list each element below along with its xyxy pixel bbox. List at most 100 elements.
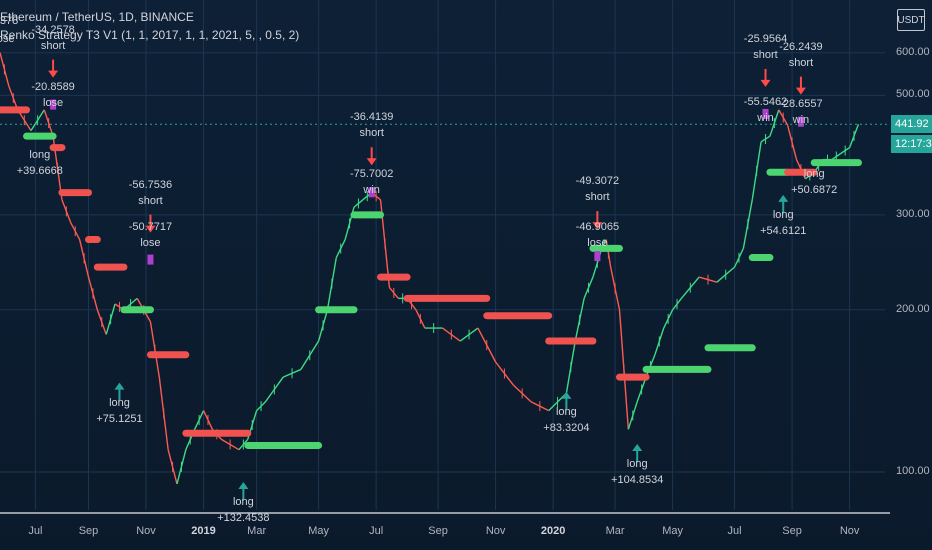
annotation-text: lose <box>43 97 64 110</box>
annotation-text: short <box>138 194 163 207</box>
trade-annotation: .1378 <box>0 13 18 29</box>
annotation-text: +75.1251 <box>96 412 143 425</box>
renko-series <box>0 106 862 449</box>
trade-annotation: long +39.6668 <box>17 147 63 179</box>
short-arrow-head <box>48 70 59 78</box>
annotation-text: -56.7536 <box>128 178 173 191</box>
strategy-title: Renko Strategy T3 V1 (1, 1, 2017, 1, 1, … <box>0 28 300 42</box>
short-arrow-head <box>145 225 156 233</box>
annotation-text: short <box>753 48 778 61</box>
trade-markers <box>48 59 806 500</box>
annotation-text: +54.6121 <box>760 224 807 237</box>
annotation-text: +50.6872 <box>791 184 838 197</box>
time-tick-label: Nov <box>485 525 506 537</box>
currency-badge[interactable]: USDT <box>897 9 925 31</box>
annotation-text: short <box>40 39 66 52</box>
trade-annotation: -49.3072 short <box>576 173 619 205</box>
annotation-text: -20.8589 <box>31 81 75 94</box>
trade-annotation: long +104.8534 <box>611 456 663 488</box>
trade-annotation: -20.8589 lose <box>31 79 74 111</box>
short-arrow-head <box>592 222 603 230</box>
short-arrow-head <box>795 87 806 95</box>
trade-annotation: long +54.6121 <box>760 207 806 239</box>
trade-annotation: -56.7536 short <box>129 177 172 209</box>
annotation-text: -34.2578 <box>31 23 75 36</box>
trade-annotation: -25.9564 short <box>744 31 787 63</box>
trade-annotation: long +83.3204 <box>543 404 589 436</box>
bar-countdown-label: 12:17:39 <box>891 135 932 154</box>
price-tick-label: 100.00 <box>896 464 930 477</box>
time-tick-label: Mar <box>247 525 267 537</box>
time-tick-label: May <box>308 525 329 537</box>
time-tick-label: Jul <box>28 525 43 537</box>
short-entry-marker <box>368 187 375 198</box>
short-entry-marker <box>797 116 804 127</box>
annotation-text: -26.2439 <box>779 40 823 53</box>
time-tick-label: Mar <box>605 525 625 537</box>
annotation-text: -50.7717 <box>128 221 173 234</box>
time-tick-label: 2019 <box>191 525 216 537</box>
trade-annotation: long +75.1251 <box>96 395 142 427</box>
price-tick-label: 200.00 <box>896 302 930 315</box>
short-entry-marker <box>50 99 57 110</box>
annotation-text: long <box>626 457 648 470</box>
annotation-text: -36.4139 <box>349 111 394 124</box>
trade-annotation: -36.4139 short <box>350 109 393 141</box>
annotation-text: -28.6557 <box>779 98 823 111</box>
time-tick-label: 2020 <box>540 525 566 537</box>
symbol-title: Ethereum / TetherUS, 1D, BINANCE <box>0 10 194 24</box>
time-tick-label: Jul <box>727 525 742 537</box>
trade-annotation: -46.9065 lose <box>576 219 619 251</box>
time-tick-label: Sep <box>428 525 448 537</box>
annotation-text: short <box>359 127 384 140</box>
short-entry-marker <box>147 254 154 265</box>
annotation-text: -55.5462 <box>743 95 788 108</box>
annotation-text: lose <box>140 237 161 250</box>
annotation-text: short <box>788 56 814 69</box>
time-tick-label: Jul <box>369 525 384 537</box>
time-tick-label: Sep <box>78 525 99 537</box>
short-entry-marker <box>594 251 601 262</box>
annotation-text: .1378 <box>0 14 19 27</box>
annotation-text: long <box>772 208 794 221</box>
trade-annotation: -75.7002 win <box>350 166 393 198</box>
annotation-text: long <box>555 405 577 418</box>
time-tick-label: May <box>662 525 683 537</box>
trade-annotation: lose <box>0 31 15 47</box>
time-tick-label: Nov <box>136 525 156 537</box>
long-arrow-head <box>632 443 643 451</box>
annotation-text: +39.6668 <box>16 164 63 177</box>
trade-annotation: -28.6557 win <box>779 96 822 128</box>
annotation-text: -46.9065 <box>575 221 620 234</box>
annotation-text: long <box>109 396 130 409</box>
annotation-text: win <box>757 111 774 124</box>
grid-lines <box>0 0 885 510</box>
annotation-text: -49.3072 <box>575 175 620 188</box>
price-tick-label: 600.00 <box>896 45 930 58</box>
long-arrow-head <box>778 194 789 202</box>
annotation-text: -25.9564 <box>743 32 788 45</box>
long-arrow-head <box>238 482 249 489</box>
long-arrow-head <box>114 382 125 390</box>
annotation-text: long <box>29 148 51 161</box>
annotation-text: win <box>792 114 810 127</box>
annotation-text: +104.8534 <box>611 473 664 486</box>
trade-annotation: -26.2439 short <box>779 39 822 71</box>
trade-annotation: -55.5462 win <box>744 94 787 126</box>
annotation-text: lose <box>0 32 15 45</box>
annotation-text: long <box>232 496 254 508</box>
price-tick-label: 500.00 <box>896 88 930 101</box>
annotation-text: +132.4538 <box>217 512 270 524</box>
trade-annotation: long +132.4538 <box>217 494 269 526</box>
annotation-text: short <box>585 191 610 204</box>
trade-annotation: -50.7717 lose <box>129 219 172 251</box>
trade-annotation: -34.2578 short <box>31 22 74 54</box>
annotation-text: lose <box>587 237 608 250</box>
annotation-text: +83.3204 <box>543 421 590 434</box>
annotation-text: win <box>363 184 380 197</box>
last-price-label: 441.92 <box>891 115 932 134</box>
price-tick-label: 300.00 <box>896 207 930 220</box>
short-arrow-head <box>366 158 377 166</box>
